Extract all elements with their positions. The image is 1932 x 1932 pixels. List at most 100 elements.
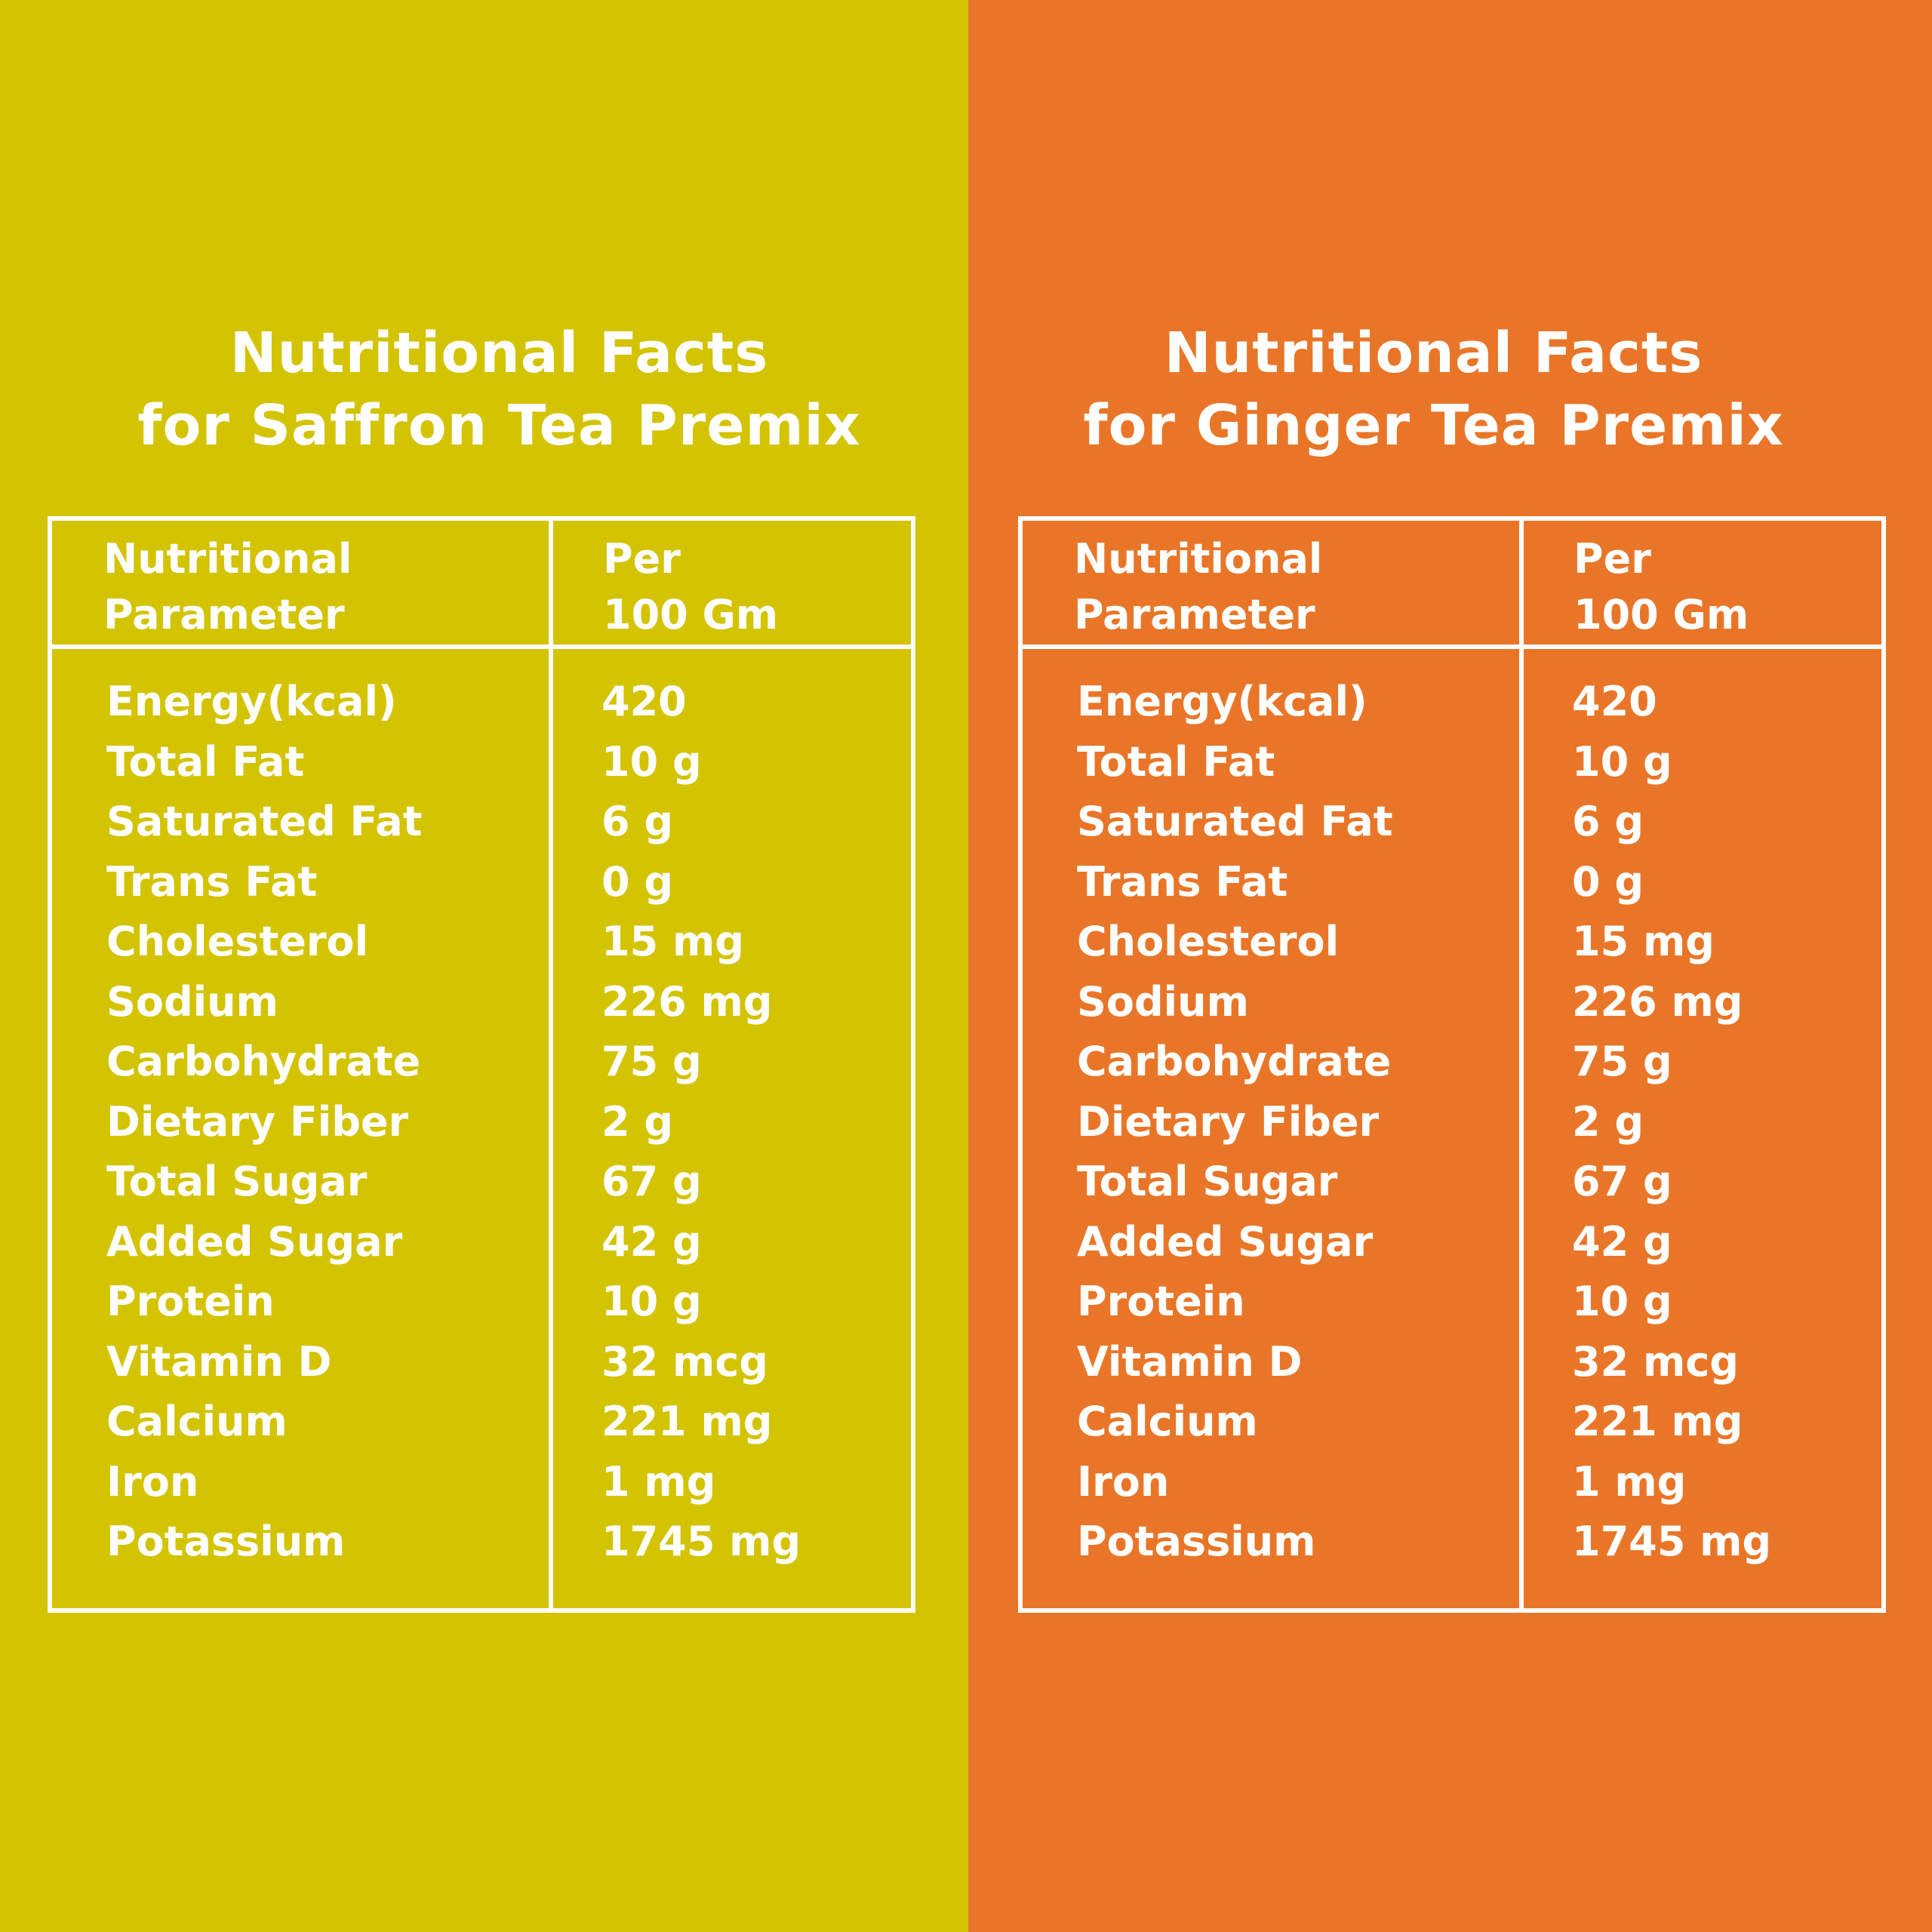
ginger-panel-title: Nutritional Facts for Ginger Tea Premix [952, 317, 1915, 462]
title-line-2: for Ginger Tea Premix [1083, 393, 1784, 458]
saffron-nutrition-table: Nutritional Parameter Per 100 Gm Energy(… [48, 516, 915, 1613]
nutrient-value: 15 mg [1572, 918, 1715, 965]
nutrient-name: Iron [1077, 1457, 1170, 1506]
nutrient-value: 1 mg [601, 1457, 716, 1506]
ginger-nutrition-table: Nutritional Parameter Per 100 Gm Energy(… [1018, 516, 1886, 1613]
table-row: Calcium 221 mg [1023, 1392, 1881, 1452]
title-line-2: for Saffron Tea Premix [137, 393, 861, 458]
nutrient-value: 221 mg [601, 1398, 773, 1445]
table-row: Energy(kcal) 420 [52, 672, 911, 732]
nutrient-name: Added Sugar [1077, 1217, 1374, 1266]
table-row: Cholesterol 15 mg [1023, 912, 1881, 972]
nutrient-value: 15 mg [601, 918, 744, 965]
header-parameter: Nutritional Parameter [103, 531, 352, 643]
table-row: Energy(kcal) 420 [1023, 672, 1881, 732]
header-parameter: Nutritional Parameter [1074, 531, 1322, 643]
table-row: Potassium 1745 mg [1023, 1512, 1881, 1572]
nutrient-name: Cholesterol [106, 918, 369, 965]
table-body: Energy(kcal) 420 Total Fat 10 g Saturated Fa… [52, 672, 911, 1572]
table-row: Total Sugar 67 g [1023, 1152, 1881, 1212]
table-row: Protein 10 g [52, 1272, 911, 1332]
header-parameter-line-2: Parameter [103, 591, 345, 638]
nutrient-name: Cholesterol [1077, 918, 1340, 965]
header-per-100gm: Per 100 Gm [603, 531, 778, 643]
nutrient-value: 75 g [601, 1038, 702, 1085]
nutrient-name: Total Fat [106, 737, 305, 786]
nutrient-value: 2 g [601, 1097, 674, 1146]
nutrient-name: Sodium [106, 977, 278, 1026]
column-divider [1519, 521, 1524, 1608]
header-parameter-line-1: Nutritional [103, 535, 352, 583]
nutrient-name: Saturated Fat [106, 798, 423, 845]
header-per-line-1: Per [1574, 535, 1651, 583]
nutrient-name: Trans Fat [106, 857, 318, 906]
nutrient-name: Total Sugar [1077, 1158, 1338, 1205]
table-row: Saturated Fat 6 g [52, 792, 911, 852]
saffron-panel: Nutritional Facts for Saffron Tea Premix… [0, 0, 968, 1932]
nutrient-value: 0 g [1572, 857, 1644, 906]
table-row: Vitamin D 32 mcg [52, 1332, 911, 1392]
nutrient-value: 10 g [1572, 737, 1672, 786]
nutrient-value: 221 mg [1572, 1398, 1743, 1445]
table-row: Iron 1 mg [52, 1452, 911, 1512]
nutrient-value: 10 g [601, 1278, 702, 1325]
nutrient-value: 2 g [1572, 1097, 1644, 1146]
table-row: Cholesterol 15 mg [52, 912, 911, 972]
nutrient-value: 420 [601, 678, 687, 725]
header-per-line-2: 100 Gm [1574, 591, 1749, 638]
table-row: Total Sugar 67 g [52, 1152, 911, 1212]
nutrient-name: Potassium [106, 1518, 346, 1565]
nutrient-name: Protein [106, 1278, 275, 1325]
nutrient-value: 67 g [601, 1158, 702, 1205]
nutrient-name: Protein [1077, 1278, 1245, 1325]
nutrient-value: 1745 mg [1572, 1518, 1772, 1565]
table-row: Vitamin D 32 mcg [1023, 1332, 1881, 1392]
table-row: Protein 10 g [1023, 1272, 1881, 1332]
table-row: Calcium 221 mg [52, 1392, 911, 1452]
nutrient-value: 6 g [1572, 798, 1644, 845]
nutrient-name: Vitamin D [106, 1337, 332, 1386]
header-per-line-2: 100 Gm [603, 591, 779, 638]
nutrient-value: 1745 mg [601, 1518, 801, 1565]
nutrient-value: 42 g [1572, 1217, 1672, 1266]
header-parameter-line-1: Nutritional [1074, 535, 1323, 583]
nutrient-name: Iron [106, 1457, 199, 1506]
nutrient-name: Dietary Fiber [106, 1097, 409, 1146]
nutrient-value: 42 g [601, 1217, 702, 1266]
table-body: Energy(kcal) 420 Total Fat 10 g Saturated Fa… [1023, 672, 1881, 1572]
table-row: Carbohydrate 75 g [1023, 1032, 1881, 1092]
table-row: Added Sugar 42 g [52, 1212, 911, 1272]
table-row: Trans Fat 0 g [52, 852, 911, 912]
table-row: Total Fat 10 g [1023, 732, 1881, 792]
table-row: Added Sugar 42 g [1023, 1212, 1881, 1272]
nutrient-name: Energy(kcal) [1077, 678, 1367, 725]
nutrient-value: 420 [1572, 678, 1657, 725]
nutrient-value: 32 mcg [1572, 1337, 1739, 1386]
nutrient-name: Calcium [1077, 1398, 1258, 1445]
title-line-1: Nutritional Facts [229, 321, 769, 386]
table-row: Dietary Fiber 2 g [1023, 1092, 1881, 1152]
nutrient-name: Calcium [106, 1398, 288, 1445]
nutrient-name: Trans Fat [1077, 857, 1288, 906]
table-row: Sodium 226 mg [52, 972, 911, 1032]
nutrient-name: Added Sugar [106, 1217, 403, 1266]
nutrient-value: 67 g [1572, 1158, 1672, 1205]
table-row: Carbohydrate 75 g [52, 1032, 911, 1092]
nutrient-value: 1 mg [1572, 1457, 1687, 1506]
nutrient-value: 75 g [1572, 1038, 1672, 1085]
nutrient-name: Carbohydrate [1077, 1038, 1392, 1085]
header-divider [1023, 645, 1881, 649]
header-per-line-1: Per [603, 535, 681, 583]
ginger-panel: Nutritional Facts for Ginger Tea Premix … [968, 0, 1932, 1932]
header-divider [52, 645, 911, 649]
nutrient-value: 10 g [1572, 1278, 1672, 1325]
nutrient-name: Sodium [1077, 977, 1249, 1026]
nutrient-name: Potassium [1077, 1518, 1316, 1565]
nutrient-value: 6 g [601, 798, 674, 845]
header-per-100gm: Per 100 Gm [1574, 531, 1749, 643]
nutrient-name: Dietary Fiber [1077, 1097, 1380, 1146]
nutrient-name: Carbohydrate [106, 1038, 421, 1085]
table-row: Saturated Fat 6 g [1023, 792, 1881, 852]
nutrient-name: Saturated Fat [1077, 798, 1393, 845]
column-divider [549, 521, 553, 1608]
